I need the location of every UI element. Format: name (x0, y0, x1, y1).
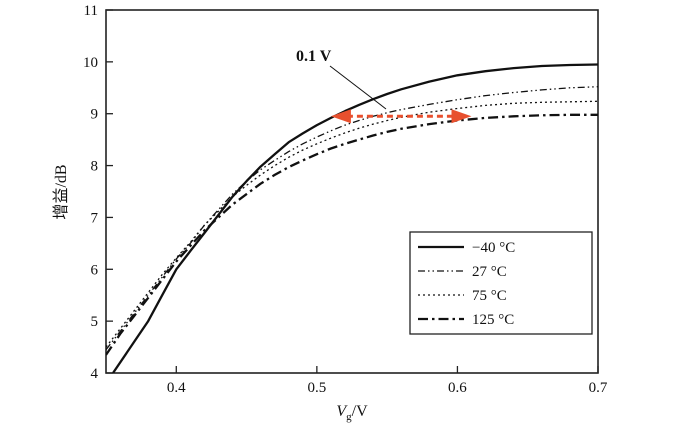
legend: −40 °C 27 °C 75 °C 125 °C (409, 231, 593, 335)
annotation-label: 0.1 V (296, 48, 332, 65)
x-axis-title: Vg/V (336, 403, 368, 423)
x-tick-label: 0.4 (167, 380, 186, 396)
x-tick-label: 0.6 (448, 380, 467, 396)
y-tick-label: 9 (91, 107, 99, 123)
legend-label: 75 °C (472, 288, 507, 304)
legend-label: −40 °C (472, 240, 515, 256)
y-tick-label: 11 (84, 3, 98, 19)
y-tick-label: 5 (91, 314, 99, 330)
legend-box (409, 231, 593, 335)
series-line-1 (106, 86, 598, 351)
series-line-0 (112, 63, 598, 373)
y-tick-label: 8 (91, 159, 99, 175)
y-tick-label: 6 (91, 262, 99, 278)
series-line-3 (106, 113, 598, 356)
annotation-arrowhead-right (451, 109, 472, 124)
y-tick-label: 4 (91, 366, 99, 382)
legend-label: 125 °C (472, 312, 514, 328)
annotation-leader-line (329, 65, 387, 110)
legend-label: 27 °C (472, 264, 507, 280)
plot-area-frame (105, 9, 599, 374)
y-tick-label: 7 (91, 210, 99, 226)
y-tick-label: 10 (83, 55, 98, 71)
y-axis-title: 增益/dB (52, 164, 70, 219)
annotation-arrowhead-left (330, 109, 351, 124)
x-tick-label: 0.7 (589, 380, 608, 396)
x-tick-label: 0.5 (307, 380, 326, 396)
series-line-2 (106, 100, 598, 348)
